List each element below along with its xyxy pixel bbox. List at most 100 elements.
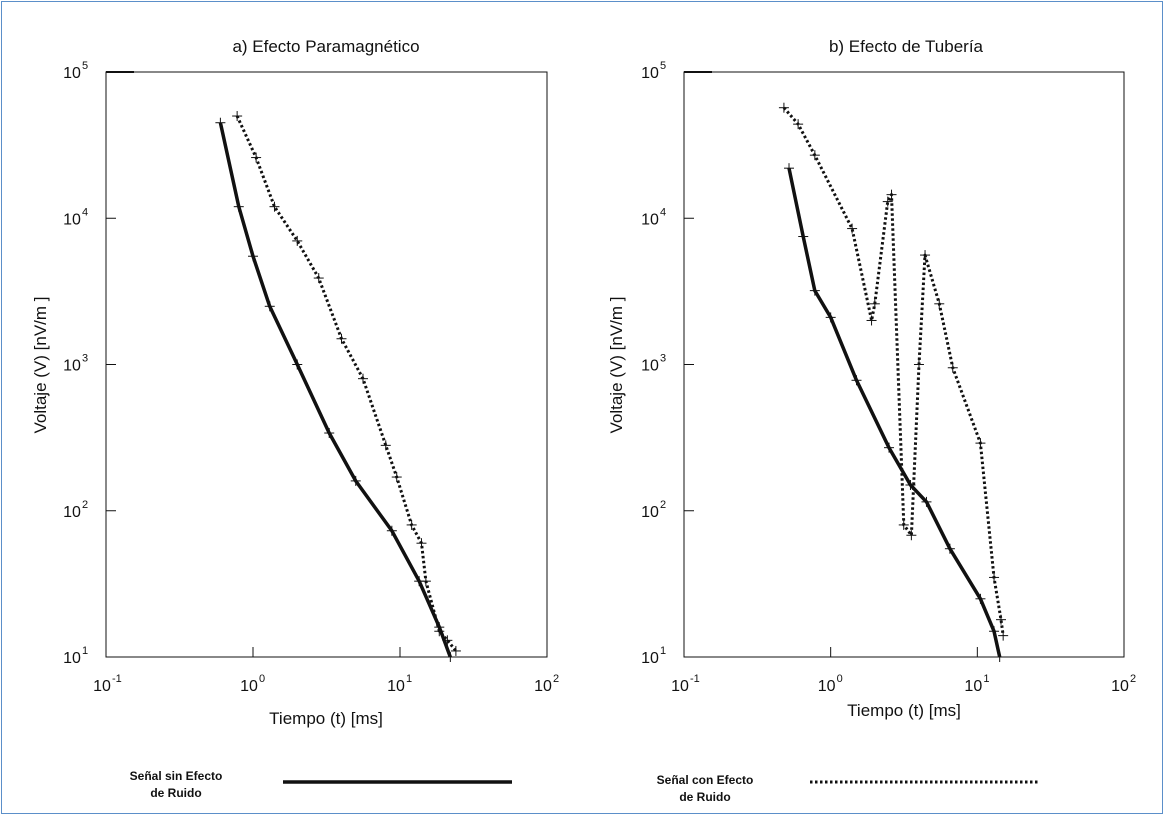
panel-b-data-point-marker xyxy=(989,626,1000,637)
panel-b-y-tick-exponent: 5 xyxy=(660,60,666,72)
panel-a-x-tick-label: 10 xyxy=(387,678,405,695)
panel-a-x-tick-label: 10 xyxy=(534,678,552,695)
panel-b-data-point-marker xyxy=(920,250,931,261)
panel-b-data-point-marker xyxy=(869,298,880,309)
panel-a-data-point-marker xyxy=(450,645,461,656)
panel-b-data-point-marker xyxy=(866,315,877,326)
panel-b-data-point-marker xyxy=(898,519,909,530)
panel-b-y-tick-label: 10 xyxy=(641,358,659,375)
panel-b-data-point-marker xyxy=(886,189,897,200)
panel-b-y-tick-exponent: 2 xyxy=(660,499,666,511)
panel-b-y-tick-label: 10 xyxy=(641,504,659,521)
panel-b-data-point-marker xyxy=(994,652,1005,662)
panel-b-data-point-marker xyxy=(793,119,804,130)
panel-b-data-point-marker xyxy=(809,285,820,296)
panel-b-data-point-marker xyxy=(998,630,1009,641)
panel-a-data-point-marker xyxy=(420,576,431,587)
panel-a-data-point-marker xyxy=(251,152,262,163)
panel-a-data-point-marker xyxy=(406,519,417,530)
panel-b-data-point-marker xyxy=(884,442,895,453)
panel-a-y-tick-label: 10 xyxy=(63,211,81,228)
panel-b-data-point-marker xyxy=(809,150,820,161)
panel-a-data-point-marker xyxy=(292,235,303,246)
legend-dotted-label-line2: de Ruido xyxy=(679,790,730,804)
panel-a-series-solid-line xyxy=(218,122,452,658)
panel-b-y-tick-label: 10 xyxy=(641,211,659,228)
panel-a-data-point-marker xyxy=(233,201,244,212)
panel-a-data-point-marker xyxy=(416,538,427,549)
panel-a-data-point-marker xyxy=(313,273,324,284)
panel-b-x-ticks: 10 -1 10 0 10 1 10 2 xyxy=(671,647,1136,695)
panel-b-plot-frame xyxy=(683,71,1125,658)
panel-a-data-point-marker xyxy=(434,626,445,637)
panel-b-data-point-marker xyxy=(944,543,955,554)
panel-a-x-tick-exponent: -1 xyxy=(112,673,122,685)
panel-b-data-point-marker xyxy=(847,223,858,234)
panel-a-data-point-marker xyxy=(232,111,243,122)
panel-b-data-point-marker xyxy=(934,298,945,309)
panel-a-x-tick-exponent: 2 xyxy=(553,673,559,685)
panel-a-y-tick-label: 10 xyxy=(63,650,81,667)
panel-b-x-tick-exponent: 2 xyxy=(1130,673,1136,685)
panel-a-plot-frame xyxy=(105,71,548,658)
legend-item-solid: Señal sin Efecto de Ruido xyxy=(130,769,512,800)
panel-b-x-tick-label: 10 xyxy=(818,678,836,695)
panel-b-data-point-marker xyxy=(989,572,1000,583)
panel-a-y-tick-exponent: 4 xyxy=(82,206,88,218)
panel-b-x-tick-label: 10 xyxy=(1111,678,1129,695)
panel-b: b) Efecto de Tubería Tiempo (t) [ms] Vol… xyxy=(607,37,1136,720)
panel-a-data-point-marker xyxy=(264,301,275,312)
panel-a-data-point-marker xyxy=(445,652,456,662)
legend-solid-label-line1: Señal sin Efecto xyxy=(130,769,223,783)
panel-b-x-axis-label: Tiempo (t) [ms] xyxy=(847,701,961,720)
panel-b-y-tick-label: 10 xyxy=(641,650,659,667)
panel-a-y-tick-exponent: 3 xyxy=(82,353,88,365)
panel-a-title: a) Efecto Paramagnético xyxy=(232,37,419,56)
panel-b-data-point-marker xyxy=(975,438,986,449)
panel-b-series-dotted-line xyxy=(782,106,1005,636)
panel-a-y-tick-label: 10 xyxy=(63,65,81,82)
panel-b-x-tick-label: 10 xyxy=(671,678,689,695)
panel-a: a) Efecto Paramagnético Tiempo (t) [ms] … xyxy=(31,37,559,728)
panel-a-data-point-marker xyxy=(357,373,368,384)
panel-b-data-point-marker xyxy=(784,163,795,174)
panel-a-data-point-marker xyxy=(386,525,397,536)
panel-a-x-tick-label: 10 xyxy=(240,678,258,695)
panel-b-series-solid-line xyxy=(787,167,1002,658)
panel-a-data-point-marker xyxy=(292,359,303,370)
panel-a-y-axis-label: Voltaje (V) [nV/m ] xyxy=(31,297,50,434)
panel-b-data-point-marker xyxy=(906,530,917,541)
panel-a-x-tick-label: 10 xyxy=(93,678,111,695)
panel-a-data-point-marker xyxy=(380,440,391,451)
panel-a-data-point-marker xyxy=(336,333,347,344)
panel-a-y-tick-exponent: 5 xyxy=(82,60,88,72)
panel-b-x-tick-label: 10 xyxy=(964,678,982,695)
panel-a-series xyxy=(215,111,461,662)
panel-a-y-tick-exponent: 2 xyxy=(82,499,88,511)
panel-a-y-tick-exponent: 1 xyxy=(82,645,88,657)
panel-b-x-tick-exponent: -1 xyxy=(690,673,700,685)
panel-b-data-point-marker xyxy=(778,102,789,113)
panel-b-data-point-marker xyxy=(905,479,916,490)
panel-b-data-point-marker xyxy=(975,593,986,604)
panel-b-data-point-marker xyxy=(947,362,958,373)
panel-b-y-tick-exponent: 3 xyxy=(660,353,666,365)
panel-b-y-axis-label: Voltaje (V) [nV/m ] xyxy=(607,297,626,434)
panel-a-y-tick-label: 10 xyxy=(63,504,81,521)
panel-a-data-point-marker xyxy=(442,635,453,646)
panel-a-data-point-marker xyxy=(350,475,361,486)
panel-b-data-point-marker xyxy=(882,196,893,207)
panel-b-data-point-marker xyxy=(798,231,809,242)
panel-a-x-axis-label: Tiempo (t) [ms] xyxy=(269,709,383,728)
panel-a-x-tick-exponent: 1 xyxy=(406,673,412,685)
panel-a-data-point-marker xyxy=(391,472,402,483)
panel-b-y-tick-exponent: 4 xyxy=(660,206,666,218)
panel-b-data-point-marker xyxy=(851,375,862,386)
panel-a-data-point-marker xyxy=(215,117,226,128)
panel-b-y-tick-exponent: 1 xyxy=(660,645,666,657)
panel-a-y-tick-label: 10 xyxy=(63,358,81,375)
panel-b-series xyxy=(778,102,1009,662)
